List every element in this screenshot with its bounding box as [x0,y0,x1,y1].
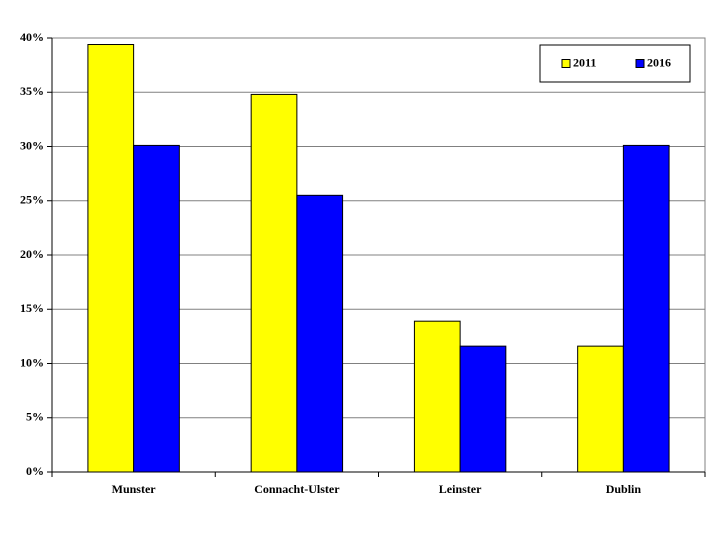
y-tick-label: 25% [20,193,44,207]
x-tick-label: Connacht-Ulster [254,482,340,496]
legend-swatch [635,59,645,68]
legend-swatch [561,59,571,68]
x-tick-label: Munster [112,482,157,496]
bar [577,345,624,473]
bar [87,44,135,473]
bar [250,93,298,473]
y-tick-label: 0% [26,464,44,478]
x-tick-label: Leinster [439,482,482,496]
x-tick-label: Dublin [606,482,642,496]
bar [413,320,461,473]
y-tick-label: 10% [20,355,44,369]
y-tick-label: 30% [20,138,44,152]
legend-label: 2016 [647,55,671,69]
y-tick-label: 15% [20,301,44,315]
y-tick-label: 20% [20,247,44,261]
y-tick-label: 35% [20,84,44,98]
legend-label: 2011 [573,55,596,69]
y-tick-label: 40% [20,30,44,44]
y-tick-label: 5% [26,410,44,424]
bar [459,345,507,473]
bar [296,194,344,473]
bar [622,144,670,473]
bar [133,144,180,473]
